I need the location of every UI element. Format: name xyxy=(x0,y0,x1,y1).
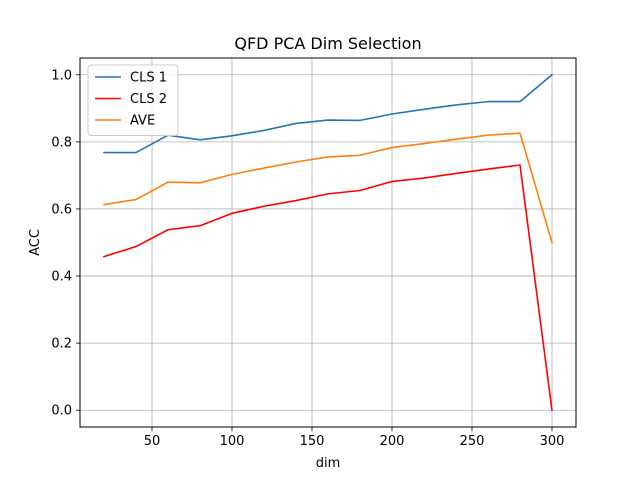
x-tick-label: 50 xyxy=(144,434,161,449)
y-tick-label: 0.8 xyxy=(51,135,72,150)
series-line-ave xyxy=(103,132,553,244)
y-tick-label: 0.6 xyxy=(51,202,72,217)
x-tick-label: 250 xyxy=(460,434,485,449)
plot-frame xyxy=(79,57,577,428)
series-line-cls-1 xyxy=(103,73,554,154)
legend: CLS 1 CLS 2 AVE xyxy=(87,64,179,136)
x-tick-label: 300 xyxy=(540,434,565,449)
y-tick-label: 1.0 xyxy=(51,68,72,83)
chart-title: QFD PCA Dim Selection xyxy=(234,34,421,53)
y-axis-label: ACC xyxy=(28,229,43,256)
legend-label: CLS 1 xyxy=(130,71,167,86)
x-axis-label: dim xyxy=(316,456,341,471)
grid xyxy=(80,58,576,427)
x-tick-label: 100 xyxy=(220,434,245,449)
legend-label: AVE xyxy=(130,114,155,129)
x-tick-label: 150 xyxy=(300,434,325,449)
axis-ticks: 50 100 150 200 250 300 0.0 0.2 0.4 0.6 0.8 1.0 xyxy=(51,68,564,449)
y-tick-label: 0.0 xyxy=(51,404,72,419)
y-tick-label: 0.4 xyxy=(51,270,72,285)
legend-box xyxy=(87,64,179,136)
series-lines xyxy=(102,73,554,412)
legend-label: CLS 2 xyxy=(130,92,167,107)
series-line-cls-2 xyxy=(102,164,553,412)
x-tick-label: 200 xyxy=(380,434,405,449)
y-tick-label: 0.2 xyxy=(51,337,72,352)
